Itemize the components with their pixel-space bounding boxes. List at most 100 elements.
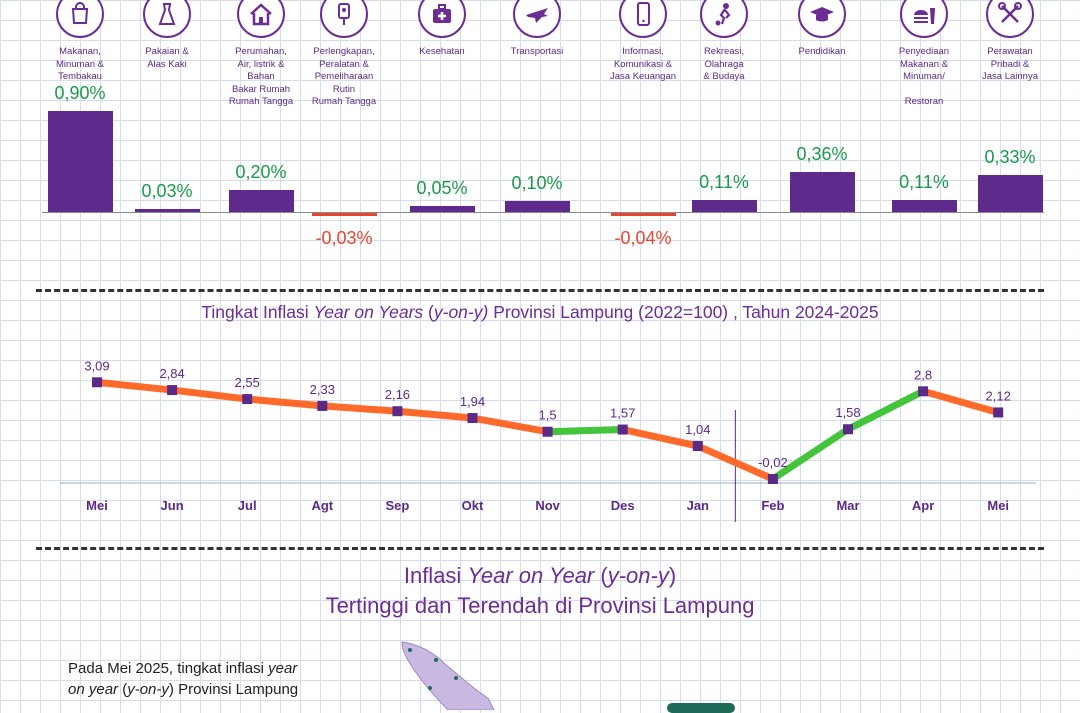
category-bar [409,206,475,212]
burger-drink-icon [900,0,948,38]
category-bar [47,111,113,212]
x-tick-label: Des [611,498,635,513]
phone-icon [619,0,667,38]
data-label: 1,58 [835,405,860,420]
category-value-label: 0,05% [416,178,468,199]
section3-title-line2: Tertinggi dan Terendah di Provinsi Lampu… [325,593,755,618]
data-label: -0,02 [758,455,788,470]
series-line-segment [621,426,699,450]
section3-title-line1: Inflasi Year on Year (y-on-y) [403,563,677,588]
data-label: 1,57 [610,406,635,421]
x-tick-label: Mei [987,498,1009,513]
category-label: Pakaian & Alas Kaki [145,46,189,70]
category-label: Perawatan Pribadi & Jasa Lainnya [982,46,1038,82]
data-label: 1,5 [539,408,557,423]
medical-kit-icon [418,0,466,38]
soccer-player-icon [700,0,748,38]
data-label: 2,8 [914,367,932,382]
x-tick-label: Apr [912,498,934,513]
scissors-comb-icon [986,0,1034,38]
category-label: Perumahan, Air, listrik & Bahan Bakar Ru… [228,46,294,107]
x-tick-label: Okt [462,498,484,513]
category-value-label: 0,10% [511,172,563,193]
category-label: Pendidikan [798,46,846,57]
category-bar [891,199,957,212]
data-label: 2,84 [159,366,184,381]
category-label: Perlengkapan, Peralatan & Pemeliharaan R… [311,46,377,107]
series-line-segment [471,414,549,436]
series-line-segment [322,402,398,415]
map-legend-badge [667,703,735,713]
data-label: 2,55 [235,375,260,390]
series-line-segment [922,387,1000,416]
data-label: 2,12 [986,388,1011,403]
house-icon [237,0,285,38]
data-point [542,426,553,437]
plug-icon [320,0,368,38]
category-bar [977,175,1043,212]
x-tick-label: Feb [761,498,784,513]
category-value-label: 0,11% [899,171,949,192]
data-point [242,394,253,405]
category-bar [228,189,294,212]
airplane-icon [513,0,561,38]
data-point [167,385,178,396]
category-label: Penyediaan Makanan & Minuman/ Restoran [898,46,950,107]
x-tick-label: Sep [385,498,409,513]
category-bar [789,171,855,212]
category-bar [311,212,377,216]
data-point [843,424,853,435]
series-line-segment [397,407,473,422]
section-divider-1 [36,289,1044,292]
data-label: 3,09 [84,358,109,373]
x-tick-label: Jul [238,498,257,513]
data-point [692,441,703,452]
data-point [918,386,929,397]
category-bar [134,208,200,212]
category-label: Rekreasi, Olahraga & Budaya [703,46,745,82]
dress-icon [143,0,191,38]
graduation-cap-icon [798,0,846,38]
shopping-bag-icon [56,0,104,38]
category-value-label: -0,03% [315,228,373,248]
category-value-label: -0,04% [614,228,672,248]
category-label: Transportasi [510,46,564,57]
section-divider-2 [36,547,1044,550]
data-point [467,413,478,424]
data-point [392,406,403,417]
series-line-segment [846,388,925,433]
category-label: Kesehatan [419,46,465,57]
data-label: 2,16 [385,387,410,402]
data-label: 1,04 [685,422,710,437]
x-tick-label: Jun [161,498,184,513]
category-bar [691,199,757,212]
data-label: 2,33 [310,382,335,397]
data-point [767,474,778,484]
category-value-label: 0,90% [54,83,106,104]
series-line-segment [96,378,173,394]
series-line-segment [770,426,850,482]
lampung-map-image [401,641,495,710]
data-point [92,377,102,388]
category-label: Informasi, Komunikasi & Jasa Keuangan [609,46,677,82]
category-value-label: 0,36% [796,143,848,164]
series-line-segment [246,395,323,410]
x-tick-label: Jan [687,498,709,513]
bar-baseline [42,212,1044,213]
yoy-chart-title: Tingkat Inflasi Year on Years (y-on-y) P… [201,302,879,322]
x-tick-label: Mei [86,498,108,513]
category-value-label: 0,11% [699,171,749,192]
category-bar [610,212,676,216]
data-point [317,400,328,411]
category-bar [504,200,570,212]
x-tick-label: Agt [311,498,333,513]
x-tick-label: Nov [535,498,560,513]
category-value-label: 0,20% [235,161,287,182]
series-line-segment [171,386,248,403]
data-label: 1,94 [460,394,485,409]
summary-paragraph: Pada Mei 2025, tingkat inflasi year on y… [68,660,299,698]
category-value-label: 0,03% [141,180,193,201]
series-line-segment [696,442,775,483]
x-tick-label: Mar [836,498,859,513]
